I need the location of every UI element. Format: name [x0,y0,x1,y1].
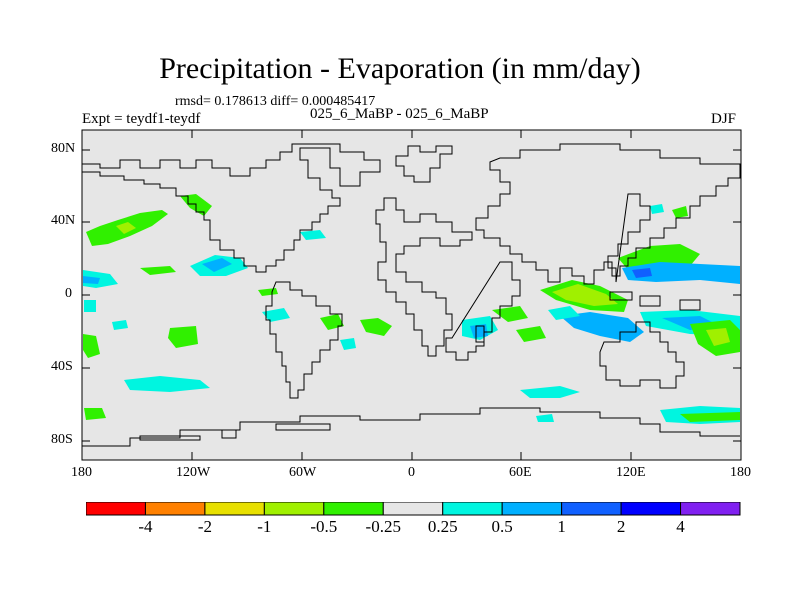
colorbar-tick-label: -1 [257,517,272,536]
patch-asia-cyan [650,204,664,214]
experiment-label: Expt = teydf1-teydf [82,111,201,127]
colorbar-swatch [442,502,503,516]
colorbar-tick-label: 2 [616,517,626,536]
lon-tick-label: 60E [509,465,532,480]
season-label: DJF [711,111,737,127]
colorbar-swatch [204,502,265,516]
patch-indian-cyan [548,306,580,320]
colorbar-tick-label: -2 [197,517,212,536]
patch-spac-green-2 [83,334,100,358]
coast-antarctica [82,407,740,447]
patch-africa-green [492,306,528,322]
patch-spac-cyan-2 [84,300,96,312]
colorbar-swatch [323,502,384,516]
coast-north-america [82,143,381,273]
lon-tick-label: 180 [71,465,92,480]
colorbar-swatch [561,502,622,516]
colorbar-tick-label: 1 [557,517,566,536]
patch-spac-east-yellowgreen [706,328,730,346]
colorbar-tick-label: -0.5 [310,517,338,536]
patch-sa-cyan-2 [340,338,356,350]
lon-tick-label: 60W [289,465,317,480]
lat-tick-label: 80N [51,141,76,156]
colorbar-swatch [86,502,146,516]
patch-nam-cyan [300,230,326,240]
coast-asia-east [607,193,651,283]
colorbar-tick-label: 4 [676,517,685,536]
map-title: Precipitation - Evaporation (in mm/day) [159,52,641,85]
lon-tick-label: 120E [616,465,646,480]
colorbar-tick-label: -4 [138,517,153,536]
lon-tick-label: 120W [176,465,211,480]
colorbar-swatch [382,502,444,516]
rmsd-diff-stats: rmsd= 0.178613 diff= 0.000485417 [175,94,376,109]
patch-spac-green-3 [84,408,106,420]
coast-greenland [395,145,453,183]
colorbar-tick-label: -0.25 [365,517,401,536]
colorbar-swatch [263,502,325,516]
patch-spac-green [168,326,198,348]
lon-tick-label: 180 [730,465,751,480]
map-background [82,130,741,460]
coast-madagascar [475,325,485,343]
patch-africa-green-2 [516,326,546,342]
patch-atl-cyan [536,414,554,422]
colorbar-swatch [620,502,682,516]
colorbar-tick-label: 0.25 [427,517,458,536]
patch-spac-cyan-1 [112,320,128,330]
coast-indonesia [609,291,701,311]
colorbar-tick-label: 0.5 [491,517,513,536]
patch-epac-blue [202,258,232,272]
coast-europe-africa [375,197,473,357]
lat-tick-label: 40S [51,359,73,374]
lon-tick-label: 0 [408,465,415,480]
patch-wpac-darkblue [632,268,652,278]
lat-tick-label: 80S [51,432,73,447]
patch-satl-green [360,318,392,336]
patch-pac-green-band [140,266,176,275]
coast-australia [599,321,685,389]
patch-sindian-cyan [520,386,580,398]
patch-sa-cyan-1 [262,308,290,322]
patch-indian-yellowgreen [552,284,618,306]
patch-asia-green [672,206,688,218]
patch-indian-blue [560,312,644,342]
map-ticks [81,130,742,460]
colorbar-swatch [144,502,206,516]
lat-tick-label: 0 [65,286,72,301]
patch-npac-yellowgreen [116,222,136,234]
coastlines [82,143,741,447]
patch-npac-blue-left [83,276,100,284]
lat-tick-label: 40N [51,213,76,228]
colorbar-swatch [501,502,563,516]
coast-ant-islands [139,423,331,441]
colorbar-swatch [680,502,741,516]
coast-south-america [265,281,343,399]
case-label: 025_6_MaBP - 025_6_MaBP [310,106,489,122]
colorbar [86,502,741,516]
patch-wpac-blue [622,262,740,284]
patch-socean-green [680,412,740,422]
patch-spac-cyan-band [124,376,210,392]
